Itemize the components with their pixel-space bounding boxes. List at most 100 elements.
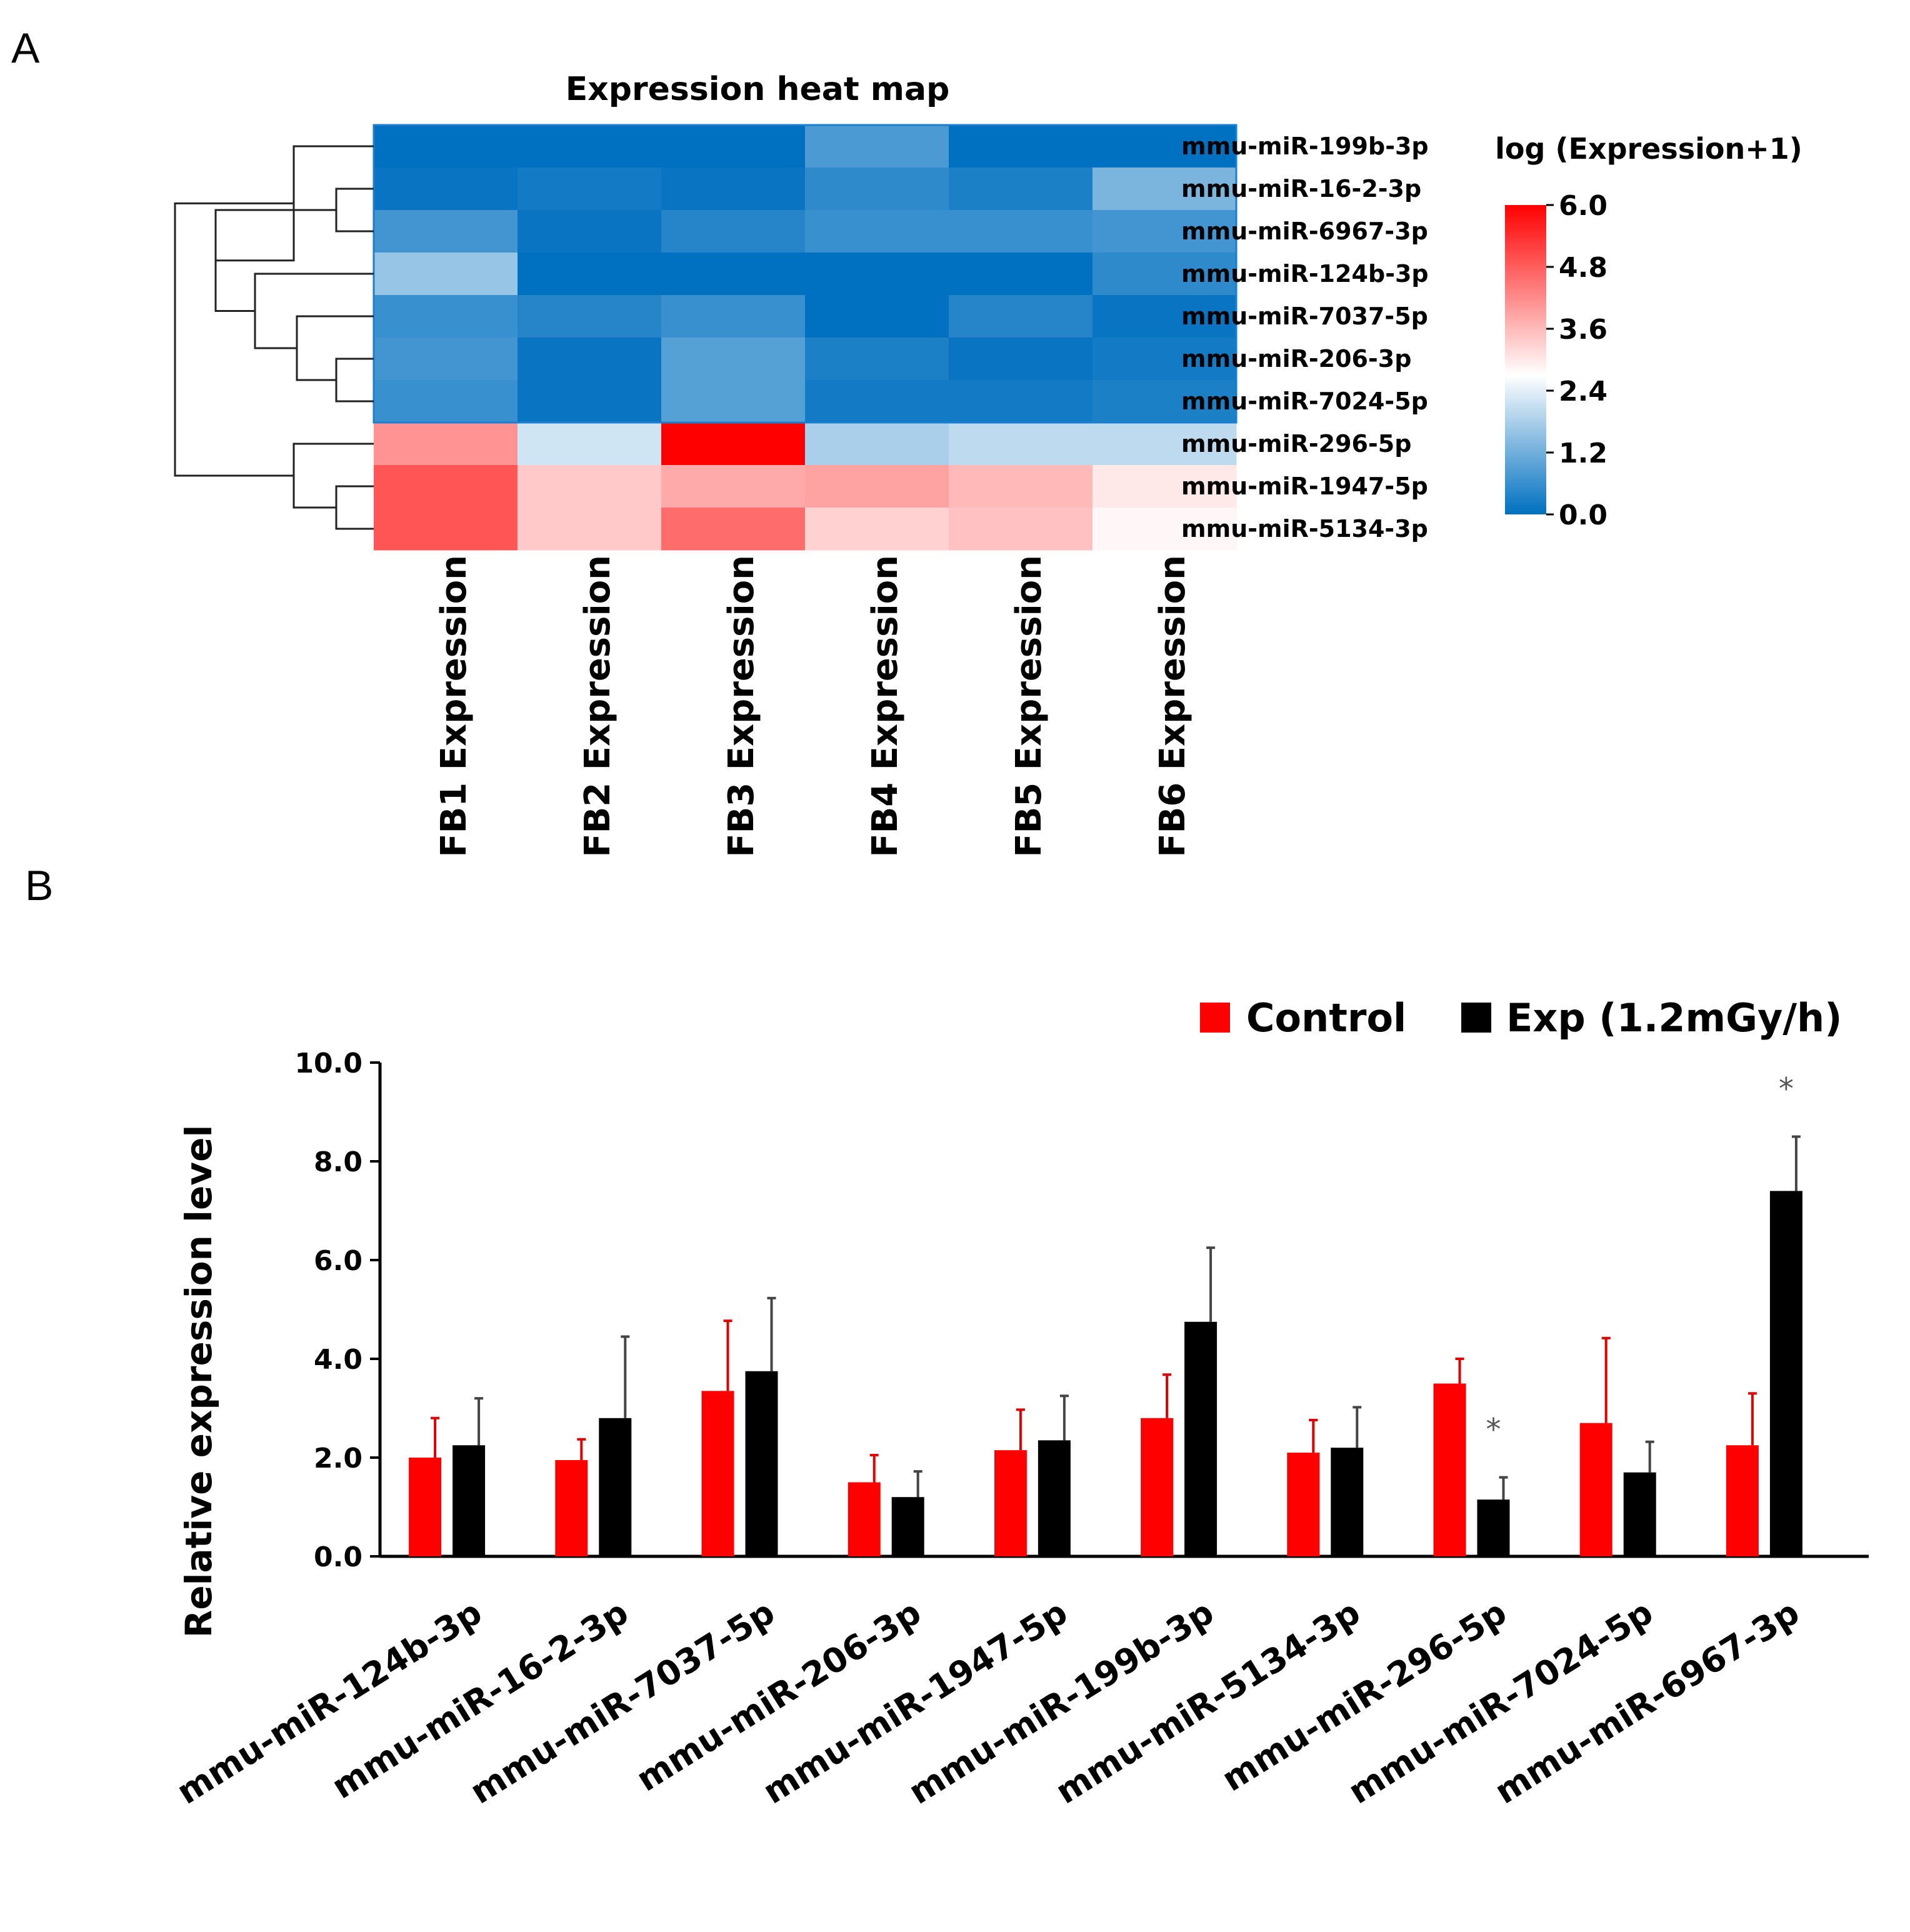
heatmap-cell [805,465,949,508]
bar-exp [1038,1440,1071,1556]
heatmap-cell [661,210,806,253]
bar-control [555,1459,588,1556]
heatmap-cell [374,125,518,168]
y-tick-label: 4.0 [314,1344,362,1376]
colorbar-ticks: 6.0 4.8 3.6 2.4 1.2 0.0 [1546,190,1608,531]
legend: Control Exp (1.2mGy/h) [1200,995,1842,1041]
bar-exp [891,1497,924,1556]
heatmap-cell [805,210,949,253]
bar-control [409,1458,442,1556]
heatmap-cell [661,423,806,466]
dendrogram-branch [335,485,374,530]
heatmap-row-label: mmu-miR-124b-3p [1181,260,1429,288]
heatmap-cell [518,168,662,211]
dendrogram-branch [335,358,374,403]
heatmap-cell [518,210,662,253]
colorbar-title: log (Expression+1) [1495,132,1802,166]
panel-b-label: B [25,862,53,909]
heatmap-column-label: FB3 Expression [721,555,762,858]
heatmap-cell [949,465,1093,508]
bar-chart-panel: Control Exp (1.2mGy/h) Relative expressi… [170,995,1869,1812]
legend-label-exp: Exp (1.2mGy/h) [1506,995,1842,1041]
colorbar-tick-label: 4.8 [1559,252,1608,284]
heatmap-column-label: FB6 Expression [1152,555,1193,858]
bar-control [1579,1423,1612,1556]
heatmap-cell [518,125,662,168]
heatmap-cell [949,423,1093,466]
bar-control [1141,1418,1174,1556]
bar-exp [599,1418,632,1556]
colorbar-tick-label: 1.2 [1559,438,1608,469]
heatmap-cell [805,253,949,296]
bar-exp [1477,1499,1510,1556]
heatmap-cell [374,253,518,296]
heatmap-cell [805,508,949,551]
heatmap-cell [1092,423,1237,466]
heatmap-cell [661,253,806,296]
significance-marker: * [1779,1072,1794,1107]
heatmap-cell [1092,168,1237,211]
y-axis-label: Relative expression level [178,1125,220,1638]
heatmap-cell [518,423,662,466]
legend-swatch-exp [1461,1003,1491,1033]
heatmap-cell [805,168,949,211]
heatmap-cell [949,295,1093,338]
panel-a-label: A [11,24,40,72]
colorbar-tick-label: 0.0 [1559,499,1608,531]
bar-control [1433,1383,1466,1556]
heatmap-cell [661,168,806,211]
heatmap-cell [661,125,806,168]
heatmap-cell [518,508,662,551]
colorbar-tick-label: 3.6 [1559,314,1608,346]
heatmap-cell [374,338,518,381]
colorbar-tick-label: 2.4 [1559,376,1608,408]
bar-exp [1184,1321,1218,1556]
heatmap-cell [949,508,1093,551]
bar-control [1726,1445,1759,1556]
legend-swatch-control [1200,1003,1230,1033]
bar-control [1287,1453,1320,1556]
heatmap-cell [805,125,949,168]
heatmap-row-label: mmu-miR-7024-5p [1181,388,1428,415]
heatmap-cells [372,124,1238,551]
dendrogram-branch [335,188,374,233]
heatmap-cell [1092,380,1237,423]
heatmap-cell [661,295,806,338]
heatmap-row-label: mmu-miR-16-2-3p [1181,175,1421,203]
heatmap-row-label: mmu-miR-7037-5p [1181,303,1428,330]
heatmap-cell [374,210,518,253]
heatmap-cell [1092,508,1237,551]
heatmap-cell [661,380,806,423]
bar-exp [745,1371,778,1556]
heatmap-cell [374,465,518,508]
heatmap-cell [518,380,662,423]
heatmap-cell [949,380,1093,423]
heatmap-cell [949,210,1093,253]
colorbar-gradient [1505,205,1546,514]
bar-control [848,1482,881,1556]
heatmap-cell [1092,338,1237,381]
heatmap-cell [661,508,806,551]
legend-label-control: Control [1246,995,1406,1041]
heatmap-row-label: mmu-miR-206-3p [1181,345,1411,373]
heatmap-cell [805,295,949,338]
row-dendrogram [174,145,374,530]
heatmap-column-label: FB1 Expression [434,555,474,858]
dendrogram-branch [292,443,374,509]
heatmap-row-label: mmu-miR-199b-3p [1181,133,1429,160]
heatmap-cell [949,125,1093,168]
heatmap-cell [661,338,806,381]
heatmap-cell [805,338,949,381]
y-tick-label: 8.0 [314,1146,362,1178]
heatmap-cell [949,338,1093,381]
colorbar: log (Expression+1) 6.0 4.8 3.6 2.4 1.2 0.0 [1495,132,1802,531]
heatmap-cell [805,423,949,466]
heatmap-column-label: FB4 Expression [865,555,906,858]
heatmap-row-label: mmu-miR-5134-3p [1181,515,1428,543]
heatmap-cell [661,465,806,508]
heatmap-row-labels: mmu-miR-199b-3p mmu-miR-16-2-3p mmu-miR-69… [1181,133,1429,543]
bar-control [994,1450,1027,1556]
heatmap-row-label: mmu-miR-6967-3p [1181,218,1428,245]
colorbar-tick-label: 6.0 [1559,190,1608,222]
